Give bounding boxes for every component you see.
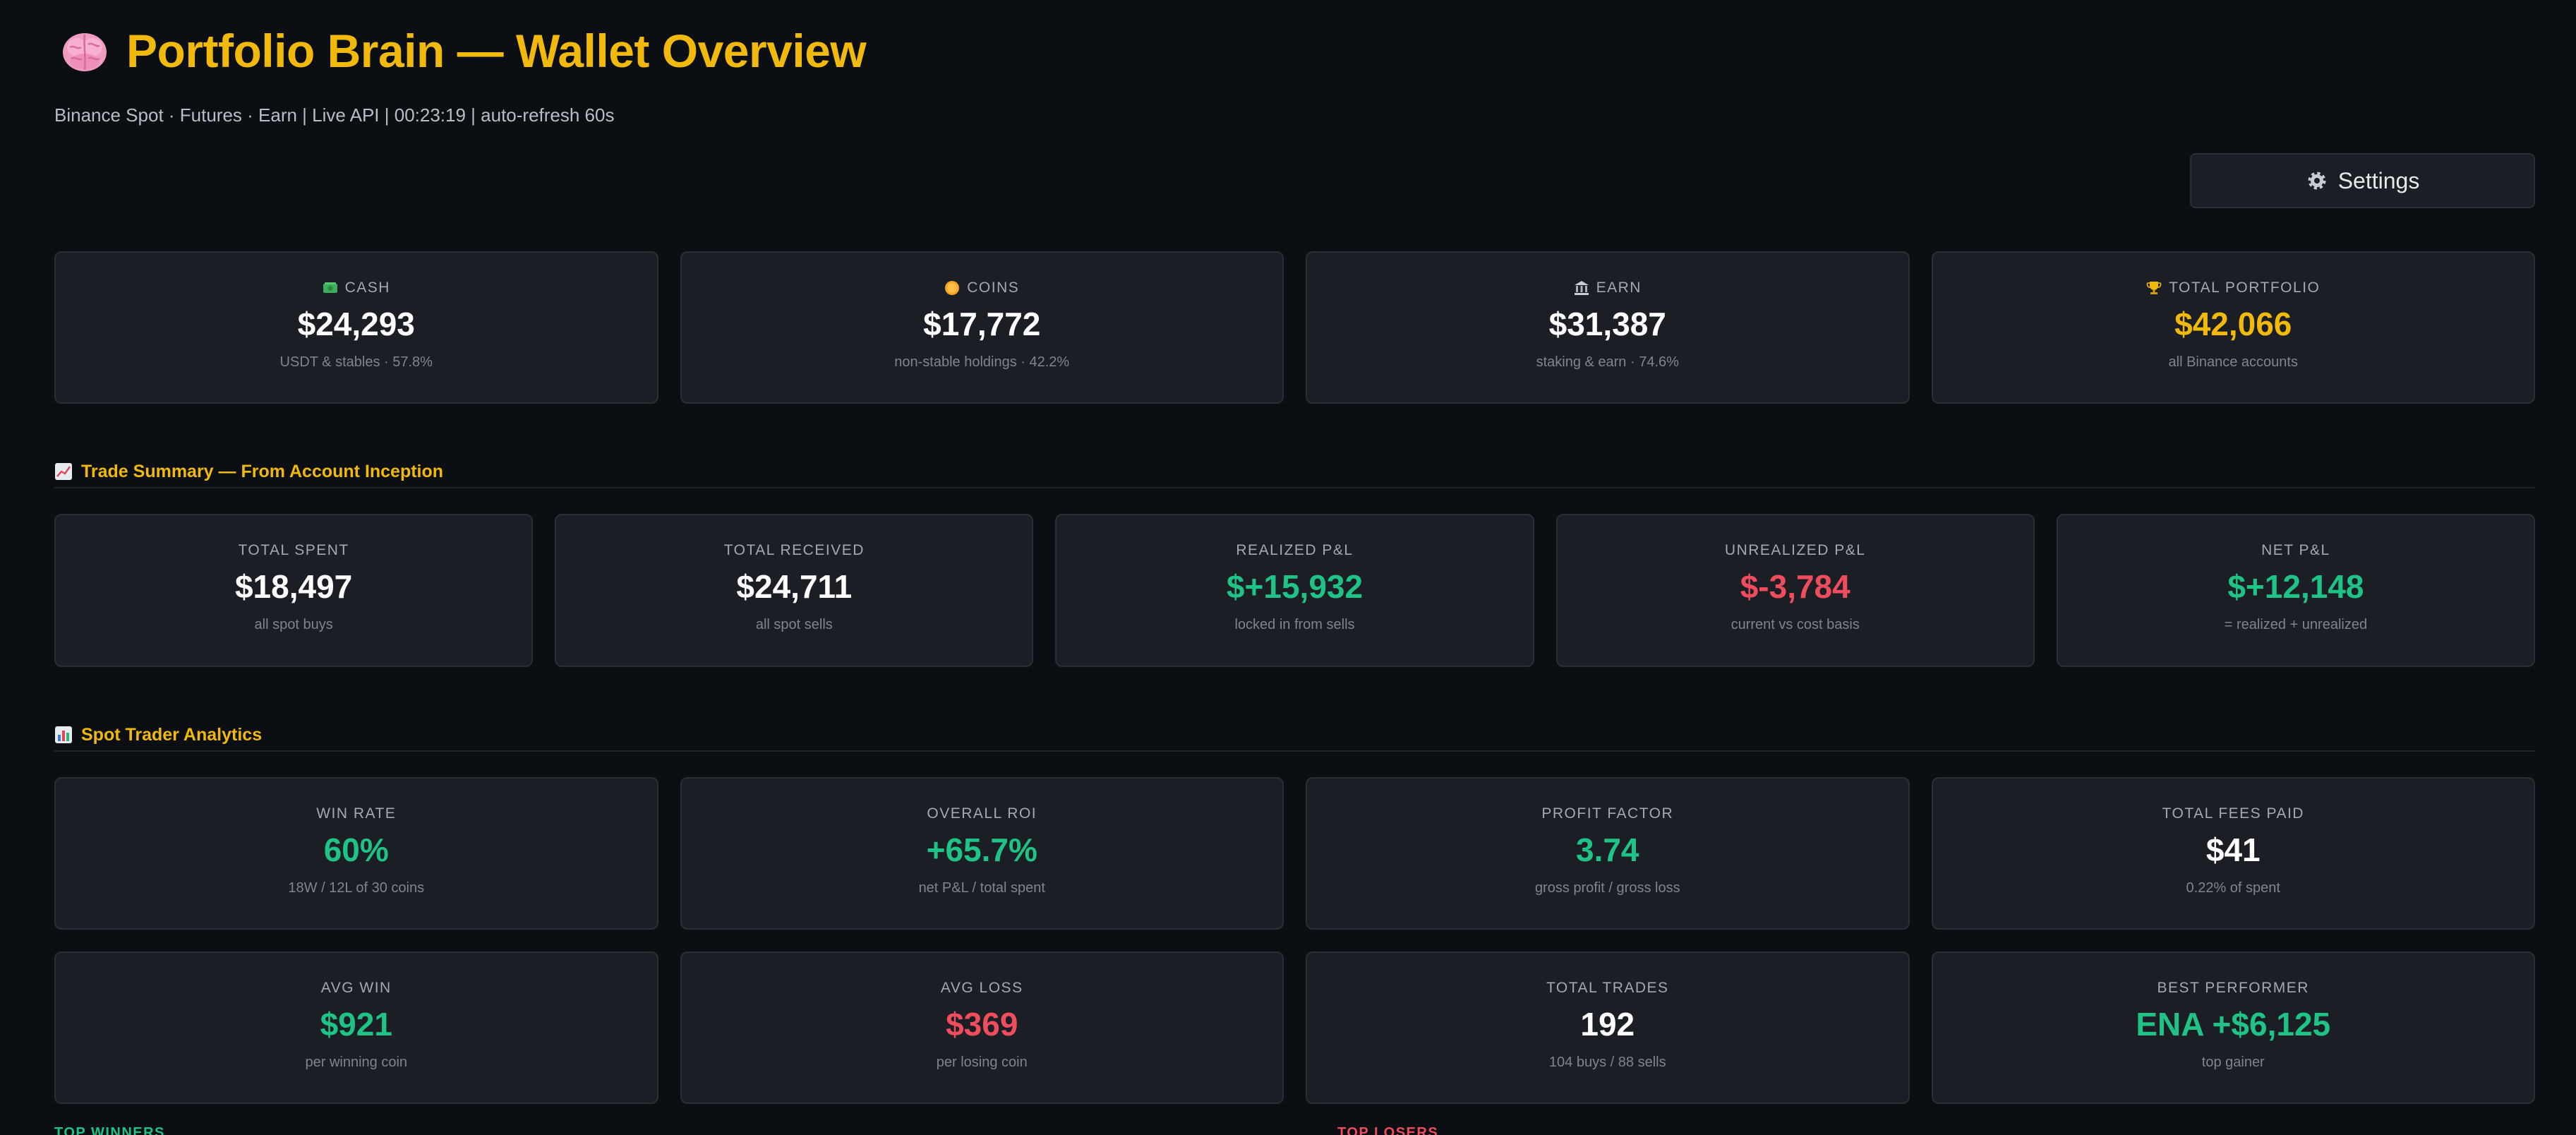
card-label: EARN [1596, 280, 1642, 296]
avg-win-card: AVG WIN $921 per winning coin [54, 951, 658, 1104]
card-note: staking & earn · 74.6% [1536, 354, 1679, 370]
card-note: all Binance accounts [2168, 354, 2298, 370]
net-pnl-card: NET P&L $+12,148 = realized + unrealized [2056, 514, 2536, 667]
card-value: $+15,932 [1226, 568, 1364, 605]
card-label: CASH [344, 280, 390, 296]
card-note: 0.22% of spent [2186, 880, 2280, 896]
settings-label: Settings [2337, 167, 2420, 193]
card-note: per winning coin [305, 1055, 408, 1070]
card-label: UNREALIZED P&L [1724, 542, 1866, 558]
cash-value: $24,293 [297, 306, 415, 342]
avg-loss-card: AVG LOSS $369 per losing coin [680, 951, 1284, 1104]
wallet-overview-page: Portfolio Brain — Wallet Overview Binanc… [54, 0, 2536, 1135]
trade-summary-header: Trade Summary — From Account Inception [54, 456, 2535, 488]
card-label: TOTAL PORTFOLIO [2169, 280, 2321, 296]
gear-icon [2308, 172, 2326, 190]
card-label: AVG LOSS [940, 980, 1023, 996]
card-label: AVG WIN [320, 980, 392, 996]
card-value: $24,711 [736, 568, 853, 605]
card-value: $18,497 [234, 568, 353, 605]
card-label: PROFIT FACTOR [1541, 805, 1674, 822]
card-value: $41 [2205, 831, 2261, 868]
coins-value: $17,772 [923, 306, 1041, 342]
trade-summary-cards: TOTAL SPENT $18,497 all spot buys TOTAL … [54, 514, 2536, 667]
settings-button[interactable]: Settings [2190, 153, 2535, 208]
card-note: per losing coin [936, 1055, 1028, 1070]
coin-icon [945, 281, 960, 295]
win-rate-card: WIN RATE 60% 18W / 12L of 30 coins [54, 777, 658, 930]
analytics-header: Spot Trader Analytics [54, 719, 2535, 752]
card-label: TOTAL FEES PAID [2162, 805, 2304, 822]
card-note: net P&L / total spent [918, 880, 1045, 896]
card-note: current vs cost basis [1731, 617, 1860, 632]
card-note: top gainer [2201, 1055, 2265, 1070]
best-performer-card: BEST PERFORMER ENA +$6,125 top gainer [1931, 951, 2535, 1104]
card-value: 3.74 [1575, 831, 1639, 868]
card-label: COINS [967, 280, 1020, 296]
card-value: $+12,148 [2227, 568, 2364, 605]
analytics-cards-row-2: AVG WIN $921 per winning coin AVG LOSS $… [54, 951, 2535, 1104]
card-note: 104 buys / 88 sells [1548, 1055, 1666, 1070]
card-note: gross profit / gross loss [1534, 880, 1680, 896]
card-note: 18W / 12L of 30 coins [288, 880, 425, 896]
overall-roi-card: OVERALL ROI +65.7% net P&L / total spent [680, 777, 1284, 930]
top-losers-label: TOP LOSERS [1337, 1125, 1439, 1135]
card-value: $-3,784 [1740, 568, 1850, 605]
page-title: Portfolio Brain — Wallet Overview [126, 25, 867, 77]
trophy-icon [2146, 282, 2162, 294]
card-value: 192 [1580, 1006, 1635, 1043]
card-value: $921 [320, 1006, 392, 1043]
card-note: all spot sells [755, 617, 833, 632]
card-note: all spot buys [254, 617, 333, 632]
section-title: Trade Summary — From Account Inception [81, 461, 444, 481]
card-label: NET P&L [2261, 542, 2330, 558]
bank-icon [1574, 281, 1589, 295]
total-portfolio-value: $42,066 [2174, 306, 2292, 342]
card-note: non-stable holdings · 42.2% [894, 354, 1070, 370]
total-trades-card: TOTAL TRADES 192 104 buys / 88 sells [1306, 951, 1910, 1104]
card-label: TOTAL SPENT [238, 542, 349, 558]
analytics-cards-row-1: WIN RATE 60% 18W / 12L of 30 coins OVERA… [54, 777, 2535, 930]
card-label: OVERALL ROI [927, 805, 1037, 822]
card-value: +65.7% [926, 831, 1037, 868]
card-label: TOTAL TRADES [1546, 980, 1669, 996]
brain-icon [63, 33, 107, 71]
card-label: TOTAL RECEIVED [723, 542, 865, 558]
earn-card: EARN $31,387 staking & earn · 74.6% [1306, 251, 1910, 404]
total-spent-card: TOTAL SPENT $18,497 all spot buys [54, 514, 534, 667]
card-note: = realized + unrealized [2224, 617, 2368, 632]
card-label: BEST PERFORMER [2157, 980, 2309, 996]
coins-card: COINS $17,772 non-stable holdings · 42.2… [680, 251, 1284, 404]
card-value: 60% [323, 831, 389, 868]
chart-up-icon [55, 463, 72, 480]
unrealized-pnl-card: UNREALIZED P&L $-3,784 current vs cost b… [1555, 514, 2035, 667]
total-portfolio-card: TOTAL PORTFOLIO $42,066 all Binance acco… [1931, 251, 2535, 404]
bar-chart-icon [55, 726, 72, 743]
card-label: WIN RATE [316, 805, 397, 822]
cash-icon [323, 282, 337, 293]
profit-factor-card: PROFIT FACTOR 3.74 gross profit / gross … [1306, 777, 1910, 930]
top-winners-label: TOP WINNERS [54, 1125, 165, 1135]
header: Portfolio Brain — Wallet Overview [60, 21, 867, 80]
card-note: locked in from sells [1234, 617, 1355, 632]
card-value: ENA +$6,125 [2136, 1006, 2331, 1043]
card-value: $369 [946, 1006, 1018, 1043]
section-title: Spot Trader Analytics [81, 724, 263, 745]
card-note: USDT & stables · 57.8% [279, 354, 433, 370]
realized-pnl-card: REALIZED P&L $+15,932 locked in from sel… [1055, 514, 1534, 667]
total-received-card: TOTAL RECEIVED $24,711 all spot sells [555, 514, 1034, 667]
card-label: REALIZED P&L [1236, 542, 1354, 558]
cash-card: CASH $24,293 USDT & stables · 57.8% [54, 251, 658, 404]
earn-value: $31,387 [1548, 306, 1666, 342]
total-fees-card: TOTAL FEES PAID $41 0.22% of spent [1931, 777, 2535, 930]
page-subtitle: Binance Spot · Futures · Earn | Live API… [54, 104, 615, 126]
balance-cards: CASH $24,293 USDT & stables · 57.8% COIN… [54, 251, 2535, 404]
